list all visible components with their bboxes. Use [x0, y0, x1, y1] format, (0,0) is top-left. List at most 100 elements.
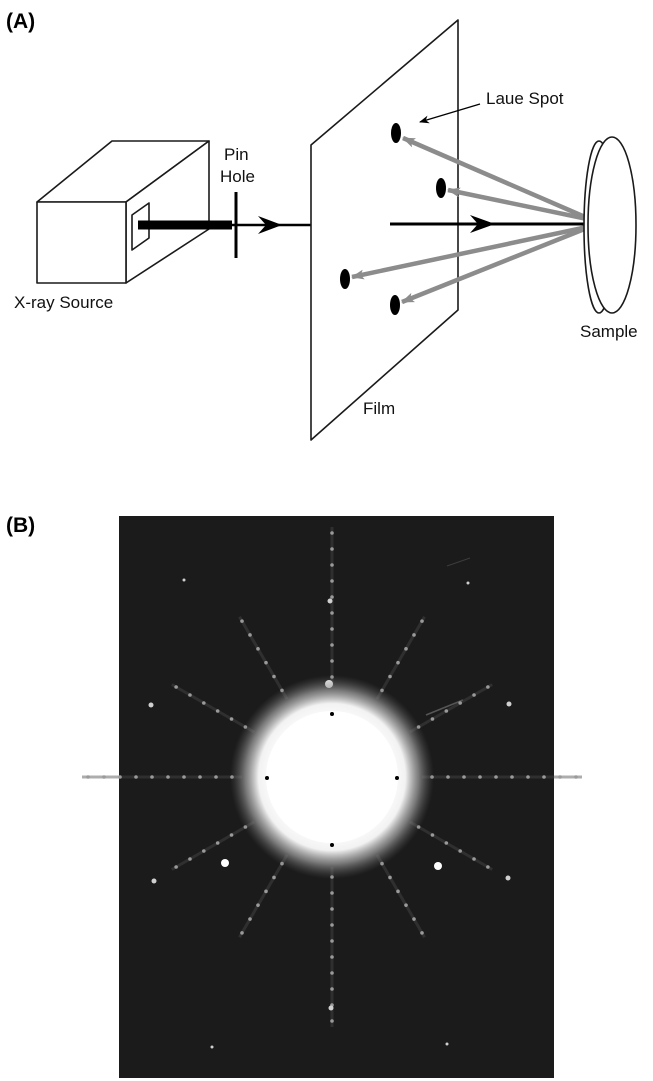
- diffraction-spot: [214, 775, 218, 779]
- beam-stop-mark: [330, 843, 334, 847]
- diffraction-streak: [375, 616, 426, 700]
- diffraction-spot: [330, 579, 334, 583]
- diffraction-spot: [202, 701, 206, 705]
- diffraction-spot: [420, 931, 424, 935]
- diffraction-spot: [486, 685, 490, 689]
- diffraction-spot: [134, 775, 138, 779]
- diffraction-spot: [330, 939, 334, 943]
- diffraction-spot: [330, 531, 334, 535]
- central-beam-core: [266, 711, 398, 843]
- diffraction-spot: [330, 611, 334, 615]
- diffraction-spot: [229, 717, 234, 721]
- diffraction-spot: [272, 875, 276, 880]
- diffraction-streak: [171, 820, 255, 871]
- diffraction-streak: [238, 854, 289, 938]
- diffraction-spot: [174, 865, 178, 869]
- diffraction-spot: [118, 775, 122, 779]
- beam-stop-mark: [265, 776, 269, 780]
- diffraction-spot: [215, 841, 220, 845]
- diffraction-spot: [446, 775, 450, 779]
- diffraction-spot: [330, 659, 334, 663]
- diffraction-spot: [478, 775, 482, 779]
- bright-diffraction-spot: [505, 875, 511, 881]
- diffraction-spot: [388, 875, 392, 880]
- sample-disc: [583, 136, 637, 314]
- panel-b-label: (B): [6, 514, 35, 537]
- diffraction-spot: [472, 857, 476, 861]
- diffraction-streak: [375, 854, 426, 938]
- diffraction-spot: [256, 647, 260, 651]
- diffraction-spot: [404, 903, 408, 907]
- diffraction-streak: [409, 683, 493, 734]
- diffraction-spot: [458, 701, 462, 705]
- diffraction-spot: [166, 775, 170, 779]
- bright-diffraction-spot: [445, 1042, 449, 1046]
- panel-b: (B): [6, 514, 582, 1078]
- laue-spot: [390, 295, 400, 315]
- diffraction-spot: [198, 775, 202, 779]
- film-label: Film: [363, 399, 395, 418]
- sample-disc-front: [587, 136, 637, 314]
- bright-diffraction-spot: [221, 859, 229, 867]
- straight-through-beam-arrowhead: [470, 215, 495, 233]
- diffraction-spot: [494, 775, 498, 779]
- diffraction-spot: [396, 889, 400, 894]
- photo-scratch: [446, 557, 471, 567]
- hole-label: Hole: [220, 167, 255, 186]
- diffraction-spot: [248, 633, 252, 637]
- diffraction-spot: [420, 619, 424, 623]
- diffraction-spot: [558, 775, 562, 779]
- sample-label: Sample: [580, 322, 638, 341]
- diffraction-spot: [526, 775, 530, 779]
- diffraction-spot: [256, 903, 260, 907]
- diffraction-spot: [174, 685, 178, 689]
- pin-label: Pin: [224, 145, 249, 164]
- bright-diffraction-spot: [506, 701, 512, 707]
- diffraction-spot: [86, 775, 90, 779]
- bright-diffraction-spot: [151, 878, 157, 884]
- beam-stop-mark: [395, 776, 399, 780]
- photo-scratch: [425, 699, 464, 716]
- diffraction-spot: [202, 849, 206, 853]
- diffraction-spot: [330, 907, 334, 911]
- diffraction-spot: [330, 595, 334, 599]
- diffraction-spot: [486, 865, 490, 869]
- diffraction-spot: [215, 709, 220, 713]
- diffraction-spot: [472, 693, 476, 697]
- xray-source-box: [36, 140, 210, 284]
- film-plane: [310, 19, 459, 441]
- diffraction-spot: [188, 693, 192, 697]
- bright-diffraction-spot: [327, 598, 333, 604]
- diffraction-spot: [404, 647, 408, 651]
- diffraction-spot: [272, 674, 276, 679]
- xray-box-front-face: [36, 201, 127, 284]
- diffraction-spot: [574, 775, 578, 779]
- diffraction-spot: [444, 841, 449, 845]
- diffraction-spot: [102, 775, 106, 779]
- diffraction-spot: [264, 660, 268, 665]
- diffraction-streak: [238, 616, 289, 700]
- bright-diffraction-spot: [434, 862, 442, 870]
- diffraction-spot: [182, 775, 186, 779]
- diffraction-spot: [330, 971, 334, 975]
- transmitted-beam-arrowhead: [258, 216, 282, 234]
- diffraction-spot: [330, 643, 334, 647]
- diffraction-streak: [409, 820, 493, 871]
- xray-source-label: X-ray Source: [14, 293, 113, 312]
- bright-diffraction-spot: [148, 702, 154, 708]
- diffraction-spot: [430, 833, 435, 837]
- bright-diffraction-spot: [182, 578, 186, 582]
- diffraction-spot: [330, 1019, 334, 1023]
- diffraction-spot: [330, 563, 334, 567]
- diffraction-spot: [330, 987, 334, 991]
- bright-diffraction-spot: [328, 1005, 334, 1011]
- laue-spot: [340, 269, 350, 289]
- diffraction-spot: [248, 917, 252, 921]
- diffraction-spot: [412, 917, 416, 921]
- diffracted-ray: [401, 223, 593, 305]
- bright-diffraction-spot: [466, 581, 470, 585]
- laue-spot: [436, 178, 446, 198]
- diffracted-ray: [447, 187, 593, 223]
- panel-a: (A): [6, 10, 638, 441]
